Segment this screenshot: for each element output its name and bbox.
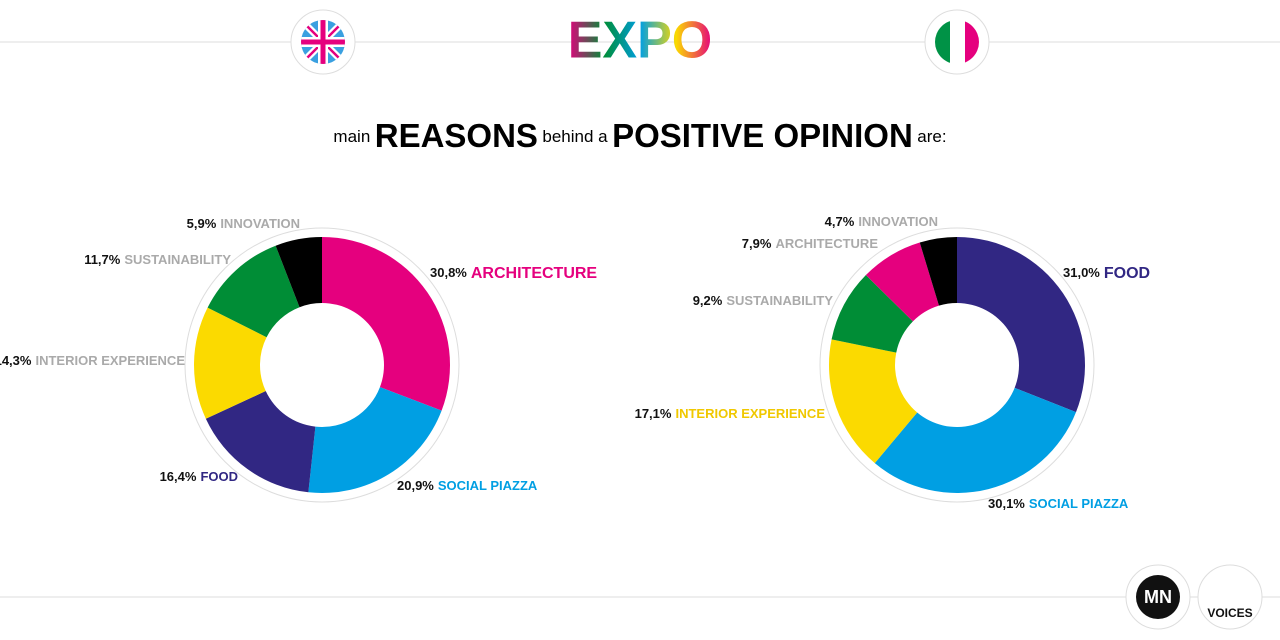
slice-value-label: 30,1% — [988, 496, 1025, 511]
slice-value-label: 30,8% — [430, 265, 467, 280]
voices-logo-text: VOICES — [1207, 606, 1252, 620]
donut-slice — [874, 387, 1077, 493]
title-part: behind a — [542, 127, 608, 146]
title-part: REASONS — [375, 117, 538, 154]
slice-category: SOCIAL PIAZZA — [438, 478, 538, 493]
slice-label: 16,4% FOOD — [160, 469, 238, 484]
voices-logo-button[interactable] — [1197, 564, 1263, 630]
it-flag[interactable] — [935, 20, 980, 64]
slice-value-label: 9,2% — [693, 293, 723, 308]
charts: 30,8% ARCHITECTURE 20,9% SOCIAL PIAZZA 16,4%… — [0, 214, 1150, 511]
slice-category: INTERIOR EXPERIENCE — [675, 406, 825, 421]
title-part: are: — [917, 127, 946, 146]
slice-value-label: 31,0% — [1063, 265, 1100, 280]
slice-category: FOOD — [1104, 265, 1150, 282]
slice-value-label: 11,7% — [84, 252, 121, 267]
slice-label: 9,2% SUSTAINABILITY — [693, 293, 834, 308]
slice-category: INNOVATION — [220, 216, 300, 231]
mn-logo-text: MN — [1144, 587, 1172, 607]
donut-slice — [275, 237, 322, 308]
slice-label: 30,1% SOCIAL PIAZZA — [988, 496, 1129, 511]
slice-category: INNOVATION — [858, 214, 938, 229]
slice-category: ARCHITECTURE — [775, 236, 878, 251]
slice-label: 4,7% INNOVATION — [825, 214, 938, 229]
slice-label: 7,9% ARCHITECTURE — [742, 236, 879, 251]
slice-label: 31,0% FOOD — [1063, 265, 1150, 282]
slice-category: INTERIOR EXPERIENCE — [35, 353, 185, 368]
title-part: main — [333, 127, 370, 146]
donut-slice — [829, 339, 918, 464]
donut-slice — [865, 242, 939, 322]
slice-label: 20,9% SOCIAL PIAZZA — [397, 478, 538, 493]
slice-label: 5,9% INNOVATION — [187, 216, 300, 231]
slice-value-label: 7,9% — [742, 236, 772, 251]
slice-label: 30,8% ARCHITECTURE — [430, 265, 597, 282]
slice-value-label: 16,4% — [160, 469, 197, 484]
donut-slice — [308, 387, 442, 493]
slice-category: SUSTAINABILITY — [726, 293, 833, 308]
slice-value-label: 5,9% — [187, 216, 217, 231]
donut-slice — [831, 275, 913, 353]
donut-slice — [322, 237, 450, 411]
slice-label: 14,3%INTERIOR EXPERIENCE — [0, 353, 185, 368]
slice-value-label: 17,1% — [635, 406, 672, 421]
slice-value-label: 20,9% — [397, 478, 434, 493]
title: main REASONS behind a POSITIVE OPINION a… — [333, 117, 946, 154]
donut-slice — [194, 307, 267, 419]
slice-value-label: 4,7% — [825, 214, 855, 229]
slice-value-label: 14,3% — [0, 353, 32, 368]
slice-label: 17,1% INTERIOR EXPERIENCE — [635, 406, 826, 421]
donut-slice — [205, 391, 316, 493]
uk-flag[interactable] — [300, 19, 346, 65]
title-part: POSITIVE OPINION — [612, 117, 913, 154]
slice-category: FOOD — [200, 469, 238, 484]
donut-slice — [919, 237, 957, 306]
slice-category: SUSTAINABILITY — [124, 252, 231, 267]
slice-category: ARCHITECTURE — [471, 265, 598, 282]
mn-logo[interactable] — [1136, 575, 1180, 619]
slice-category: SOCIAL PIAZZA — [1029, 496, 1129, 511]
expo-logo: EXPO — [568, 12, 713, 70]
donut-slice — [957, 237, 1085, 413]
donut-slice — [207, 245, 300, 338]
slice-label: 11,7% SUSTAINABILITY — [84, 252, 231, 267]
